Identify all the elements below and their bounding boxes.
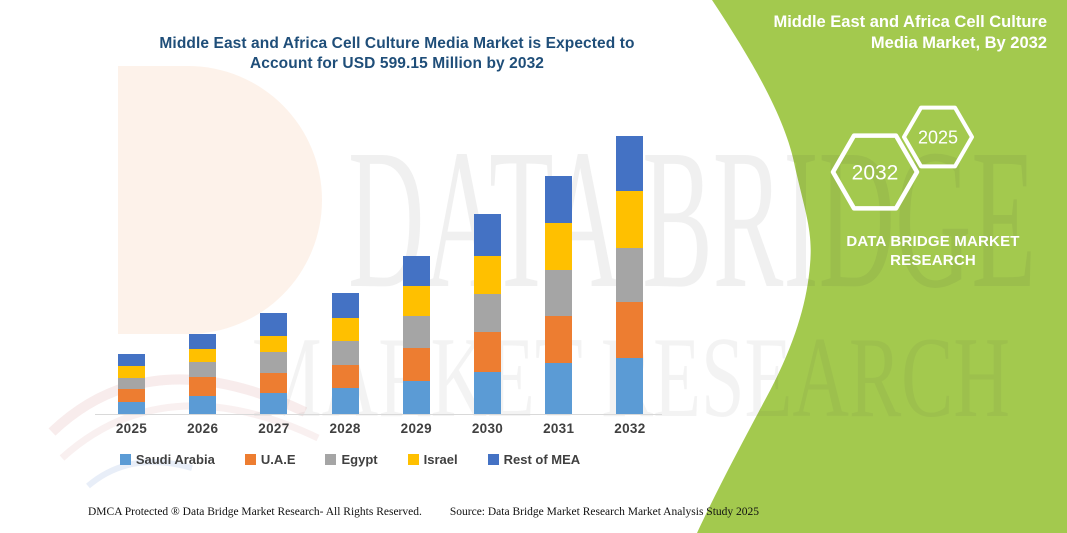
bar-segment-u-a-e-2031 — [545, 316, 573, 364]
x-axis-line — [95, 414, 662, 415]
chart-legend: Saudi Arabia U.A.E Egypt Israel Rest of MEA — [90, 452, 610, 467]
bar-segment-u-a-e-2030 — [474, 332, 501, 373]
footer-source: Source: Data Bridge Market Research Mark… — [449, 506, 760, 518]
bar-2030 — [474, 214, 501, 414]
bar-segment-rest-of-mea-2032 — [616, 136, 644, 192]
legend-swatch-egypt — [325, 454, 337, 465]
bar-segment-rest-of-mea-2026 — [189, 334, 217, 350]
bar-segment-saudi-arabia-2029 — [402, 381, 430, 414]
hexagon-2025-label: 2025 — [918, 128, 958, 148]
bar-segment-israel-2025 — [118, 365, 145, 379]
footer: DMCA Protected ® Data Bridge Market Rese… — [88, 506, 759, 518]
hexagon-2032-label: 2032 — [852, 162, 899, 185]
hexagon-2032-shape — [830, 133, 920, 211]
bar-2025 — [118, 354, 145, 414]
legend-item-saudi-arabia: Saudi Arabia — [119, 452, 215, 467]
bar-segment-saudi-arabia-2028 — [331, 388, 359, 414]
bar-2032 — [616, 136, 644, 414]
bar-segment-u-a-e-2032 — [616, 302, 644, 359]
bar-2031 — [545, 176, 573, 414]
bar-2029 — [402, 255, 430, 414]
legend-item-israel: Israel — [407, 452, 458, 467]
bar-segment-israel-2029 — [402, 286, 430, 317]
legend-item-u-a-e: U.A.E — [244, 452, 296, 467]
chart-title-line2: Account for USD 599.15 Million by 2032 — [249, 55, 545, 72]
bar-segment-egypt-2026 — [189, 362, 217, 378]
x-axis-label-2029: 2029 — [400, 421, 432, 436]
legend-swatch-israel — [407, 454, 419, 465]
bar-2027 — [260, 313, 288, 414]
bar-segment-israel-2032 — [616, 191, 644, 249]
legend-label-saudi-arabia: Saudi Arabia — [135, 452, 215, 467]
bar-segment-rest-of-mea-2031 — [545, 176, 573, 224]
legend-item-rest-of-mea: Rest of MEA — [487, 452, 581, 467]
legend-label-egypt: Egypt — [341, 452, 378, 467]
legend-label-u-a-e: U.A.E — [260, 452, 296, 467]
legend-label-israel: Israel — [423, 452, 458, 467]
brand-name: DATA BRIDGE MARKET RESEARCH — [846, 233, 1020, 269]
bar-segment-rest-of-mea-2025 — [118, 354, 145, 366]
chart-title: Middle East and Africa Cell Culture Medi… — [95, 34, 699, 74]
bar-segment-saudi-arabia-2030 — [474, 372, 501, 414]
x-axis-label-2026: 2026 — [187, 421, 219, 436]
bar-segment-saudi-arabia-2032 — [616, 358, 644, 414]
bar-segment-u-a-e-2028 — [331, 364, 359, 389]
bar-2028 — [331, 293, 359, 414]
x-axis-label-2028: 2028 — [329, 421, 361, 436]
bar-segment-u-a-e-2026 — [189, 377, 217, 396]
bar-segment-rest-of-mea-2027 — [260, 313, 288, 336]
bar-segment-israel-2028 — [331, 318, 359, 341]
x-axis-label-2025: 2025 — [115, 421, 148, 436]
bar-segment-egypt-2029 — [402, 316, 430, 349]
side-panel-title: Middle East and Africa Cell Culture Medi… — [773, 13, 1047, 52]
hexagon-2025-shape — [902, 105, 974, 169]
bar-segment-israel-2027 — [260, 335, 288, 353]
legend-swatch-rest-of-mea — [487, 454, 499, 465]
x-axis-label-2027: 2027 — [258, 421, 290, 436]
bar-segment-rest-of-mea-2029 — [402, 255, 430, 286]
bar-segment-saudi-arabia-2027 — [260, 392, 288, 414]
bar-segment-egypt-2031 — [545, 270, 573, 317]
bar-segment-egypt-2025 — [118, 378, 145, 390]
chart-title-line1: Middle East and Africa Cell Culture Medi… — [159, 35, 635, 52]
bar-2026 — [189, 334, 217, 414]
bar-segment-egypt-2027 — [260, 352, 288, 373]
x-axis-label-2032: 2032 — [614, 421, 646, 436]
bar-segment-u-a-e-2029 — [402, 348, 430, 382]
legend-swatch-saudi-arabia — [119, 454, 131, 465]
bar-segment-saudi-arabia-2031 — [545, 363, 573, 414]
x-axis-labels: 2025 2026 2027 2028 2029 2030 2031 2032 — [90, 421, 670, 439]
legend-label-rest-of-mea: Rest of MEA — [503, 452, 581, 467]
bar-segment-israel-2030 — [474, 256, 501, 295]
bar-segment-u-a-e-2027 — [260, 372, 288, 393]
bar-segment-egypt-2032 — [616, 248, 644, 303]
bar-segment-egypt-2030 — [474, 294, 501, 333]
bar-segment-u-a-e-2025 — [118, 389, 145, 402]
bar-segment-rest-of-mea-2030 — [474, 214, 501, 257]
bar-segment-saudi-arabia-2025 — [118, 401, 145, 414]
bar-segment-israel-2031 — [545, 223, 573, 271]
bar-segment-saudi-arabia-2026 — [189, 395, 217, 414]
bar-segment-israel-2026 — [189, 349, 217, 363]
bar-segment-rest-of-mea-2028 — [331, 293, 359, 319]
x-axis-label-2031: 2031 — [543, 421, 575, 436]
x-axis-label-2030: 2030 — [471, 421, 504, 436]
legend-item-egypt: Egypt — [325, 452, 378, 467]
bar-chart-plot — [90, 120, 670, 415]
bar-segment-egypt-2028 — [331, 340, 359, 365]
footer-dmca: DMCA Protected ® Data Bridge Market Rese… — [88, 506, 422, 518]
legend-swatch-u-a-e — [244, 454, 256, 465]
